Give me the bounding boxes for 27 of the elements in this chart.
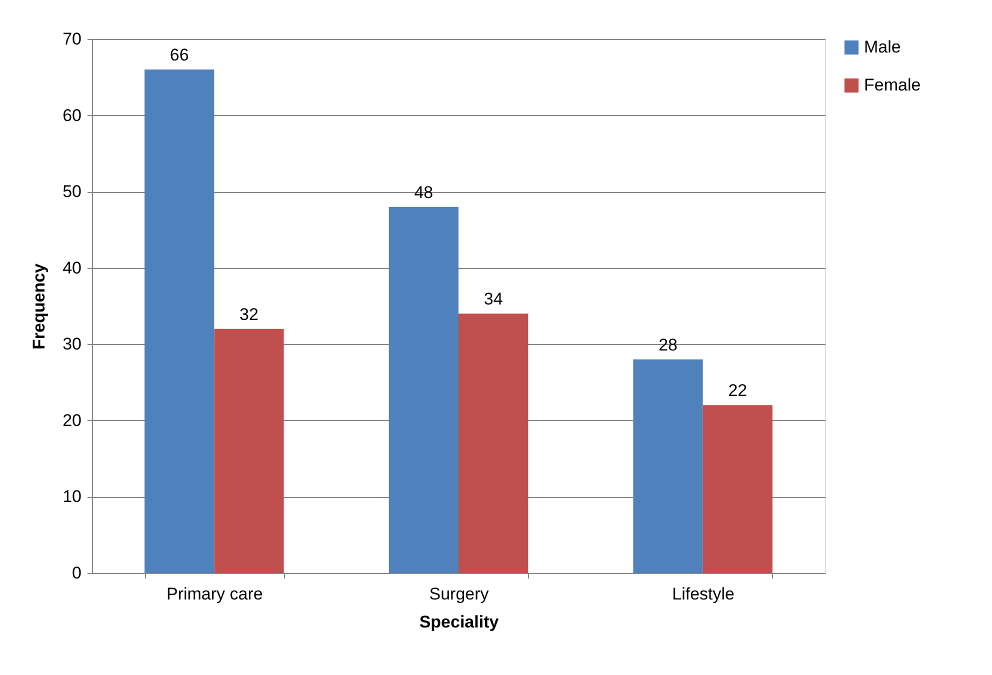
x-tick-label: Lifestyle bbox=[672, 584, 735, 604]
y-tick-label: 10 bbox=[62, 487, 82, 506]
data-label: 22 bbox=[728, 381, 748, 400]
y-tick-label: 70 bbox=[62, 30, 82, 48]
bar bbox=[214, 328, 284, 573]
x-tick-label: Primary care bbox=[166, 584, 263, 604]
y-axis-title: Frequency bbox=[30, 262, 49, 350]
data-label: 48 bbox=[414, 182, 434, 202]
bar bbox=[633, 359, 703, 573]
data-label: 34 bbox=[484, 290, 503, 309]
data-label: 66 bbox=[170, 46, 189, 65]
data-label: 28 bbox=[658, 335, 678, 354]
bar bbox=[144, 70, 214, 573]
x-axis-title: Speciality bbox=[419, 612, 500, 632]
y-tick-label: 60 bbox=[62, 106, 82, 125]
y-tick-label: 30 bbox=[62, 334, 82, 354]
data-label: 32 bbox=[240, 304, 258, 324]
legend-label: Female bbox=[864, 76, 921, 94]
bar bbox=[702, 405, 772, 573]
y-tick-label: 50 bbox=[62, 182, 82, 202]
y-tick-label: 0 bbox=[72, 564, 82, 582]
bar bbox=[458, 314, 528, 573]
x-tick-label: Surgery bbox=[429, 584, 490, 604]
y-tick-label: 20 bbox=[62, 410, 82, 430]
bar bbox=[388, 206, 458, 573]
y-tick-label: 40 bbox=[62, 258, 82, 278]
legend-label: Male bbox=[864, 38, 901, 56]
